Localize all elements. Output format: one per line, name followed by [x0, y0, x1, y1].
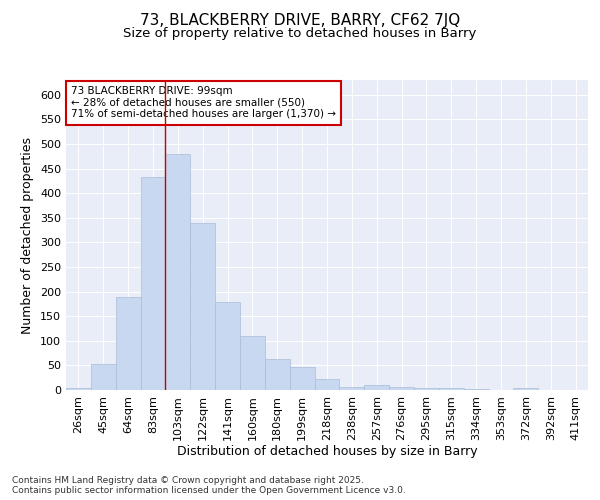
Bar	[314, 379, 340, 390]
Bar	[215, 302, 240, 390]
Bar	[166, 154, 190, 390]
Bar	[464, 388, 488, 390]
Bar	[240, 336, 265, 390]
Bar	[439, 388, 464, 390]
Text: 73, BLACKBERRY DRIVE, BARRY, CF62 7JQ: 73, BLACKBERRY DRIVE, BARRY, CF62 7JQ	[140, 12, 460, 28]
Bar	[91, 364, 116, 390]
Bar	[514, 388, 538, 390]
Bar	[190, 222, 215, 390]
Text: Contains HM Land Registry data © Crown copyright and database right 2025.
Contai: Contains HM Land Registry data © Crown c…	[12, 476, 406, 495]
Bar	[66, 388, 91, 390]
Text: Size of property relative to detached houses in Barry: Size of property relative to detached ho…	[124, 28, 476, 40]
Bar	[116, 296, 140, 390]
Bar	[340, 386, 364, 390]
Bar	[265, 360, 290, 390]
Bar	[140, 178, 166, 390]
X-axis label: Distribution of detached houses by size in Barry: Distribution of detached houses by size …	[176, 446, 478, 458]
Text: 73 BLACKBERRY DRIVE: 99sqm
← 28% of detached houses are smaller (550)
71% of sem: 73 BLACKBERRY DRIVE: 99sqm ← 28% of deta…	[71, 86, 336, 120]
Y-axis label: Number of detached properties: Number of detached properties	[22, 136, 34, 334]
Bar	[414, 388, 439, 390]
Bar	[364, 385, 389, 390]
Bar	[389, 386, 414, 390]
Bar	[290, 367, 314, 390]
